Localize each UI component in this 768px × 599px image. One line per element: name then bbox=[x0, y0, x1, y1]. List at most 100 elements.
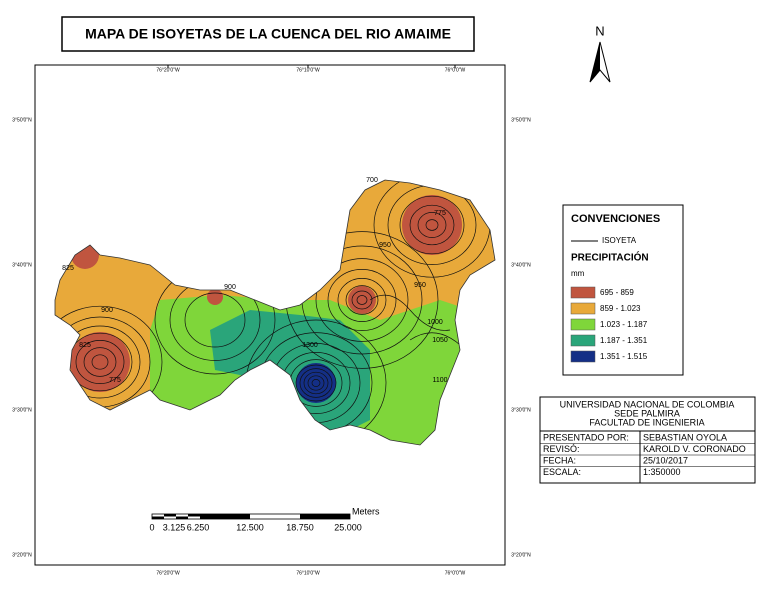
contour-label: 775 bbox=[434, 210, 446, 217]
isohyet bbox=[356, 295, 368, 305]
info-key: PRESENTADO POR: bbox=[543, 432, 629, 442]
info-value: 1:350000 bbox=[643, 467, 681, 477]
coordinates: 76°20'0"W 76°20'0"W 76°10'0"W 76°10'0"W 76°0… bbox=[12, 65, 531, 576]
legend-label: 1.351 - 1.515 bbox=[600, 352, 648, 361]
contour-label: 775 bbox=[109, 377, 121, 384]
contour-label: 1300 bbox=[302, 342, 318, 349]
isohyet bbox=[399, 195, 465, 255]
isohyet bbox=[369, 294, 451, 331]
contour-label: 700 bbox=[366, 177, 378, 184]
coord-label: 76°0'0"W bbox=[445, 67, 466, 73]
isohyet bbox=[337, 278, 387, 322]
zone bbox=[70, 332, 130, 392]
info-key: FECHA: bbox=[543, 455, 576, 465]
isohyet bbox=[311, 379, 321, 387]
legend-label: 1.187 - 1.351 bbox=[600, 336, 648, 345]
legend-label: 695 - 859 bbox=[600, 288, 634, 297]
info-key: REVISÓ: bbox=[543, 444, 580, 454]
coord-label: 76°0'0"W bbox=[445, 570, 466, 576]
coord-label: 3°30'0"N bbox=[12, 407, 32, 413]
legend-swatch bbox=[570, 302, 596, 315]
contour-label: 900 bbox=[224, 284, 236, 291]
contour-label: 1050 bbox=[432, 337, 448, 344]
legend-label: 1.023 - 1.187 bbox=[600, 320, 648, 329]
legend-label: 859 - 1.023 bbox=[600, 304, 641, 313]
zone bbox=[207, 289, 223, 305]
isohyet bbox=[91, 354, 109, 370]
zone bbox=[348, 286, 376, 314]
isohyet bbox=[75, 340, 125, 384]
coord-label: 3°30'0"N bbox=[511, 407, 531, 413]
scale-bar-segment bbox=[164, 514, 176, 517]
contour-label: 1000 bbox=[427, 319, 443, 326]
isohyet-label: ISOYETA bbox=[602, 236, 637, 245]
contour-label: 900 bbox=[101, 307, 113, 314]
coord-label: 3°20'0"N bbox=[12, 552, 32, 558]
scale-bar-segment bbox=[300, 514, 350, 519]
scale-bar: Meters 0 3.125 6.250 12.500 18.750 25.000 bbox=[149, 506, 380, 532]
map-title: MAPA DE ISOYETAS DE LA CUENCA DEL RIO AM… bbox=[85, 26, 451, 42]
scale-bar-segment bbox=[176, 516, 188, 519]
scale-label: 3.125 bbox=[163, 522, 186, 532]
coord-label: 76°20'0"W bbox=[156, 67, 180, 73]
scale-label: 25.000 bbox=[334, 522, 362, 532]
isohyet bbox=[299, 368, 333, 398]
scale-unit: Meters bbox=[352, 506, 380, 516]
scale-bar-segment bbox=[188, 514, 200, 517]
coord-label: 3°40'0"N bbox=[511, 262, 531, 268]
scale-label: 12.500 bbox=[236, 522, 264, 532]
basin-outline bbox=[54, 179, 496, 446]
isohyet bbox=[425, 219, 439, 231]
north-label: N bbox=[595, 23, 604, 38]
info-value: KAROLD V. CORONADO bbox=[643, 444, 746, 454]
contour-label: 825 bbox=[79, 342, 91, 349]
scale-label: 18.750 bbox=[286, 522, 314, 532]
zone bbox=[402, 195, 462, 255]
info-line: UNIVERSIDAD NACIONAL DE COLOMBIA bbox=[560, 399, 735, 409]
info-line: FACULTAD DE INGENIERIA bbox=[589, 417, 704, 427]
legend-swatch bbox=[570, 318, 596, 331]
legend-swatch bbox=[570, 350, 596, 363]
isohyet bbox=[315, 258, 409, 342]
coord-label: 76°10'0"W bbox=[296, 570, 320, 576]
isohyet bbox=[303, 371, 329, 395]
coord-label: 3°50'0"N bbox=[12, 117, 32, 123]
contour-labels: 700 775 825 900 950 1000 1050 1100 1300 775 825 900… bbox=[62, 177, 448, 384]
isohyet bbox=[307, 375, 325, 391]
coord-label: 3°50'0"N bbox=[511, 117, 531, 123]
contour-label: 950 bbox=[414, 282, 426, 289]
legend-title: CONVENCIONES bbox=[571, 213, 660, 225]
info-value: SEBASTIAN OYOLA bbox=[643, 432, 727, 442]
unit-label: mm bbox=[571, 269, 585, 278]
isohyet bbox=[83, 347, 117, 377]
coord-label: 76°10'0"W bbox=[296, 67, 320, 73]
coord-label: 3°40'0"N bbox=[12, 262, 32, 268]
zone bbox=[296, 363, 336, 403]
legend-swatch bbox=[570, 286, 596, 299]
contour-label: 1100 bbox=[432, 377, 447, 384]
coord-label: 76°20'0"W bbox=[156, 570, 180, 576]
info-value: 25/10/2017 bbox=[643, 455, 688, 465]
contour-label: 825 bbox=[62, 265, 74, 272]
contour-label: 950 bbox=[379, 242, 391, 249]
info-key: ESCALA: bbox=[543, 467, 581, 477]
info-frame bbox=[539, 396, 756, 484]
title-box bbox=[61, 16, 475, 52]
scale-label: 0 bbox=[149, 522, 154, 532]
coord-label: 3°20'0"N bbox=[511, 552, 531, 558]
precipitation-title: PRECIPITACIÓN bbox=[571, 251, 649, 264]
isohyet bbox=[417, 212, 447, 238]
scale-bar-segment bbox=[200, 514, 250, 519]
legend: CONVENCIONES ISOYETA PRECIPITACIÓN mm 69… bbox=[562, 204, 684, 376]
isohyet bbox=[327, 269, 397, 331]
north-arrow-half bbox=[590, 42, 600, 82]
isohyet bbox=[409, 204, 455, 246]
scale-bar-segment bbox=[152, 516, 164, 519]
scale-label: 6.250 bbox=[187, 522, 210, 532]
isohyet bbox=[184, 292, 246, 348]
info-line: SEDE PALMIRA bbox=[614, 408, 680, 418]
isohyet bbox=[345, 285, 379, 315]
legend-swatch bbox=[570, 334, 596, 347]
